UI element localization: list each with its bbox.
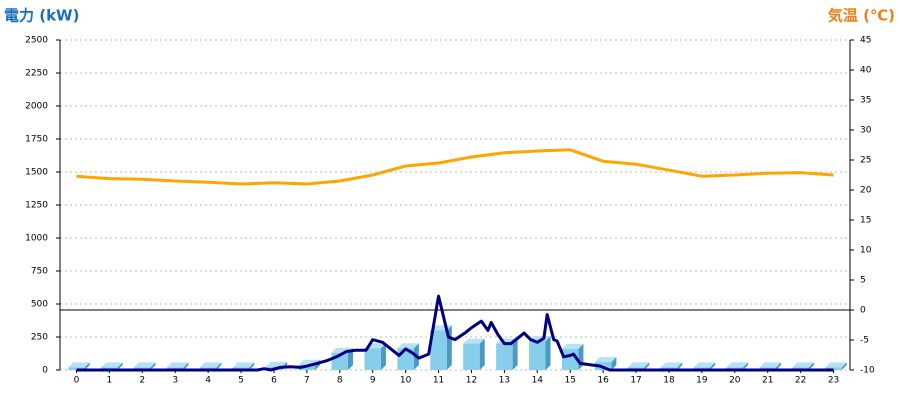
- bar-top: [166, 362, 189, 368]
- bar-side: [710, 362, 716, 370]
- bar-top: [726, 362, 749, 368]
- x-tick-label: 5: [238, 376, 244, 386]
- y-tick-label: 1000: [25, 234, 48, 244]
- bar-side: [644, 362, 650, 370]
- bar-side: [743, 362, 749, 370]
- bar-top: [68, 362, 90, 368]
- y-axis-title: 電力 (kW): [4, 7, 79, 25]
- bar-top: [759, 362, 781, 368]
- bar-side: [611, 357, 617, 370]
- y-tick-label: 1750: [25, 135, 48, 145]
- bar-top: [660, 362, 683, 368]
- bar-top: [232, 362, 255, 368]
- bar-side: [183, 362, 189, 370]
- y-tick-label: 0: [42, 366, 48, 376]
- x-tick-label: 11: [433, 376, 444, 386]
- bar: [364, 348, 381, 370]
- x-tick-label: 15: [564, 376, 575, 386]
- y2-tick-label: 35: [860, 96, 871, 106]
- y-tick-label: 2000: [25, 102, 48, 112]
- bar-side: [841, 362, 847, 370]
- y2-tick-label: -5: [860, 336, 869, 346]
- bar-side: [150, 362, 156, 370]
- y2-tick-label: 25: [860, 156, 871, 166]
- bar: [463, 343, 480, 370]
- bar-side: [84, 362, 90, 370]
- y2-tick-label: 30: [860, 126, 872, 136]
- y-tick-label: 2250: [25, 69, 48, 79]
- line: [76, 148, 834, 186]
- bar-top: [463, 338, 485, 344]
- y-tick-label: 250: [31, 333, 48, 343]
- x-tick-label: 22: [795, 376, 806, 386]
- bar-side: [380, 343, 386, 370]
- y2-axis-title: 気温 (℃): [828, 7, 895, 25]
- x-tick-label: 3: [172, 376, 178, 386]
- bar-side: [808, 362, 814, 370]
- y2-tick-label: 40: [860, 66, 872, 76]
- bar-top: [265, 361, 288, 367]
- bar: [68, 367, 85, 370]
- bar-top: [561, 343, 584, 349]
- y2-tick-label: 20: [860, 186, 872, 196]
- line: [76, 294, 834, 372]
- y-tick-label: 500: [31, 300, 48, 310]
- x-tick-label: 21: [762, 376, 773, 386]
- x-tick-label: 6: [271, 376, 277, 386]
- x-tick-label: 7: [304, 376, 310, 386]
- y2-tick-label: 0: [860, 306, 866, 316]
- y2-tick-label: 45: [860, 36, 871, 46]
- bar: [529, 340, 546, 370]
- y-tick-label: 1250: [25, 201, 48, 211]
- y-tick-label: 2500: [25, 36, 48, 46]
- x-tick-label: 4: [205, 376, 211, 386]
- bar-side: [775, 362, 781, 370]
- bar: [496, 343, 513, 370]
- x-tick-label: 8: [337, 376, 343, 386]
- x-tick-label: 23: [828, 376, 839, 386]
- x-tick-label: 1: [107, 376, 113, 386]
- x-tick-label: 14: [532, 376, 544, 386]
- bar-side: [512, 338, 518, 370]
- x-tick-label: 10: [400, 376, 412, 386]
- x-tick-label: 13: [499, 376, 510, 386]
- bar-top: [101, 362, 123, 368]
- y-tick-label: 750: [31, 267, 48, 277]
- bar-side: [545, 335, 551, 370]
- y-tick-label: 1500: [25, 168, 48, 178]
- x-tick-label: 16: [597, 376, 609, 386]
- bar: [430, 330, 447, 370]
- x-tick-label: 20: [729, 376, 741, 386]
- y2-tick-label: 5: [860, 276, 866, 286]
- bar-side: [479, 338, 485, 370]
- bar-top: [825, 362, 847, 368]
- bar-top: [594, 357, 617, 363]
- bar-side: [249, 362, 255, 370]
- bar-top: [792, 362, 814, 368]
- y2-tick-label: 10: [860, 246, 872, 256]
- bar-side: [348, 347, 354, 370]
- bar-side: [677, 362, 683, 370]
- bar-top: [693, 362, 716, 368]
- bar-top: [199, 362, 222, 368]
- x-tick-label: 0: [74, 376, 80, 386]
- x-tick-label: 2: [139, 376, 145, 386]
- x-tick-label: 17: [630, 376, 641, 386]
- bar-side: [216, 362, 222, 370]
- y2-tick-label: -10: [860, 366, 875, 376]
- x-tick-label: 18: [663, 376, 675, 386]
- x-tick-label: 19: [696, 376, 708, 386]
- bar-top: [397, 343, 419, 349]
- bar-side: [117, 362, 123, 370]
- x-tick-label: 12: [466, 376, 477, 386]
- bar-top: [134, 362, 156, 368]
- bar-top: [627, 362, 650, 368]
- x-tick-label: 9: [370, 376, 376, 386]
- y2-tick-label: 15: [860, 216, 871, 226]
